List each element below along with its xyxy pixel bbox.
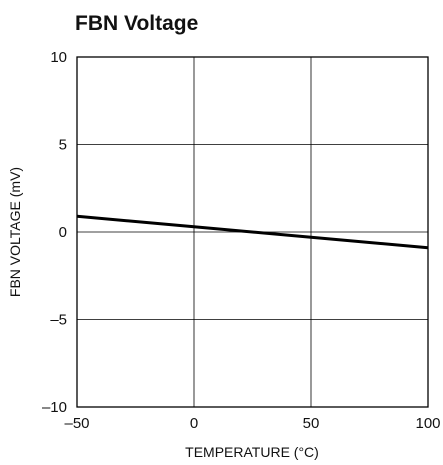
y-tick-label: –5 <box>50 312 67 329</box>
chart-title: FBN Voltage <box>75 12 198 35</box>
plot-frame <box>76 56 429 408</box>
y-tick-label: 10 <box>50 49 67 66</box>
y-tick-label: –10 <box>42 399 67 416</box>
y-axis-label: FBN VOLTAGE (mV) <box>7 167 23 297</box>
series-group <box>76 214 429 250</box>
y-tick-label: 5 <box>59 137 67 154</box>
x-tick-label: –50 <box>64 415 89 432</box>
y-tick-label: 0 <box>59 224 67 241</box>
x-axis-label: TEMPERATURE (°C) <box>185 444 319 460</box>
x-tick-label: 100 <box>415 415 440 432</box>
series-line <box>76 214 429 250</box>
x-tick-label: 0 <box>190 415 198 432</box>
x-tick-label: 50 <box>303 415 320 432</box>
grid <box>77 57 428 407</box>
